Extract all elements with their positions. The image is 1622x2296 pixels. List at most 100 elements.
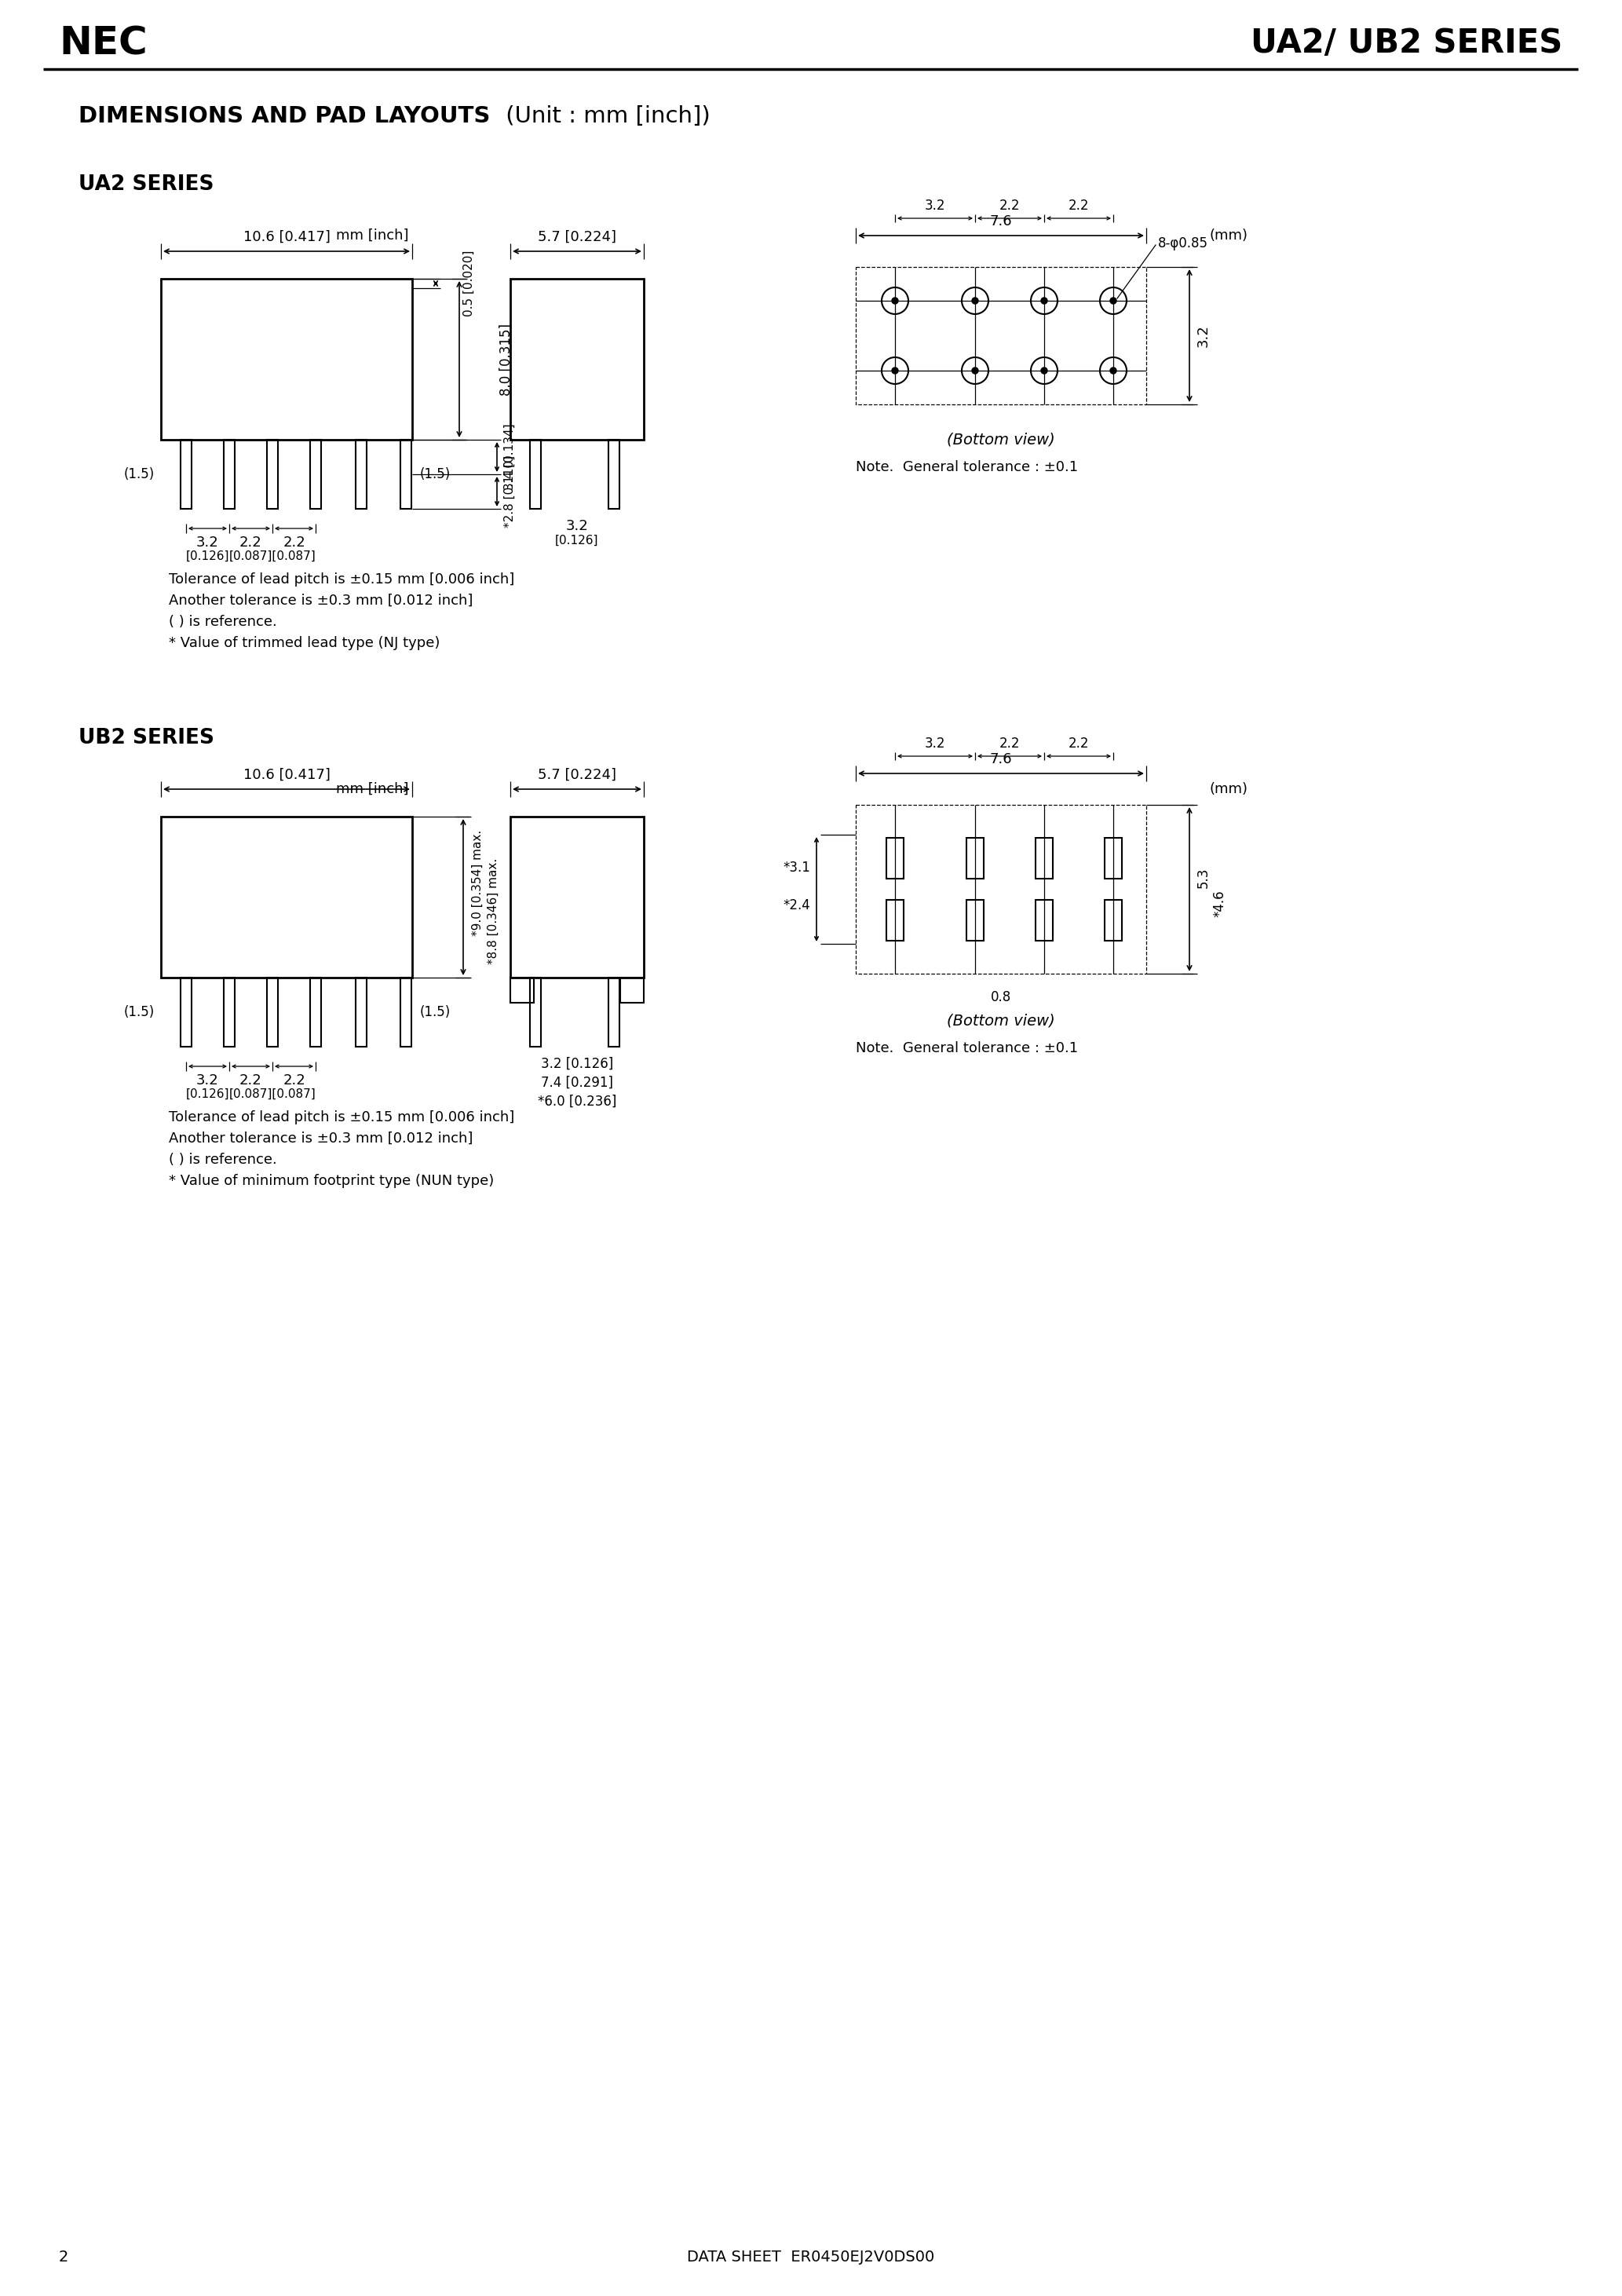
Text: mm [inch]: mm [inch] xyxy=(336,783,409,797)
Text: 10.6 [0.417]: 10.6 [0.417] xyxy=(243,767,331,783)
Text: 7.6: 7.6 xyxy=(989,214,1012,230)
Bar xyxy=(967,838,983,879)
Text: * Value of trimmed lead type (NJ type): * Value of trimmed lead type (NJ type) xyxy=(169,636,440,650)
Text: 7.6: 7.6 xyxy=(989,753,1012,767)
Text: 5.3: 5.3 xyxy=(1197,868,1210,889)
Bar xyxy=(1035,838,1053,879)
Bar xyxy=(620,978,644,1003)
Text: (1.5): (1.5) xyxy=(123,466,154,482)
Text: ( ) is reference.: ( ) is reference. xyxy=(169,615,277,629)
Text: [0.126]: [0.126] xyxy=(187,551,229,563)
Bar xyxy=(530,978,540,1047)
Text: 5.7 [0.224]: 5.7 [0.224] xyxy=(539,230,616,243)
Bar xyxy=(224,978,235,1047)
Text: [0.126]: [0.126] xyxy=(187,1088,229,1100)
Text: 2.2: 2.2 xyxy=(999,737,1020,751)
Text: Tolerance of lead pitch is ±0.15 mm [0.006 inch]: Tolerance of lead pitch is ±0.15 mm [0.0… xyxy=(169,1111,514,1125)
Text: ( ) is reference.: ( ) is reference. xyxy=(169,1153,277,1166)
Bar xyxy=(608,441,620,510)
Text: 8.0 [0.315]: 8.0 [0.315] xyxy=(500,324,514,395)
Bar xyxy=(886,838,903,879)
Text: UA2 SERIES: UA2 SERIES xyxy=(78,174,214,195)
Text: Another tolerance is ±0.3 mm [0.012 inch]: Another tolerance is ±0.3 mm [0.012 inch… xyxy=(169,1132,474,1146)
Bar xyxy=(856,806,1147,974)
Text: *3.1: *3.1 xyxy=(783,861,811,875)
Circle shape xyxy=(972,367,978,374)
Circle shape xyxy=(1041,298,1048,303)
Circle shape xyxy=(972,298,978,303)
Text: 3.2: 3.2 xyxy=(196,535,219,549)
Text: Note.  General tolerance : ±0.1: Note. General tolerance : ±0.1 xyxy=(856,1040,1079,1056)
Circle shape xyxy=(1041,367,1048,374)
Text: (1.5): (1.5) xyxy=(420,1006,451,1019)
Bar xyxy=(310,441,321,510)
Circle shape xyxy=(892,298,899,303)
Bar xyxy=(268,978,277,1047)
Text: *2.8 [0.110]: *2.8 [0.110] xyxy=(504,455,516,528)
Text: (1.5): (1.5) xyxy=(420,466,451,482)
Text: *4.6: *4.6 xyxy=(1212,891,1226,916)
Text: 3.2: 3.2 xyxy=(925,737,946,751)
Bar xyxy=(180,441,191,510)
Text: 3.2: 3.2 xyxy=(566,519,589,533)
Bar xyxy=(180,978,191,1047)
Text: 5.7 [0.224]: 5.7 [0.224] xyxy=(539,767,616,783)
Text: 2: 2 xyxy=(58,2250,68,2264)
Text: 2.2: 2.2 xyxy=(240,1075,263,1088)
Text: 3.2 [0.126]: 3.2 [0.126] xyxy=(540,1056,613,1070)
Bar xyxy=(608,978,620,1047)
Text: [0.126]: [0.126] xyxy=(555,535,599,546)
Text: 2.2: 2.2 xyxy=(1069,200,1088,214)
Text: UA2/ UB2 SERIES: UA2/ UB2 SERIES xyxy=(1251,28,1562,60)
Circle shape xyxy=(1109,298,1116,303)
Bar xyxy=(355,441,367,510)
Bar xyxy=(886,900,903,941)
Bar xyxy=(1105,900,1122,941)
Text: mm [inch]: mm [inch] xyxy=(336,230,409,243)
Text: *6.0 [0.236]: *6.0 [0.236] xyxy=(537,1095,616,1109)
Bar xyxy=(310,978,321,1047)
Text: * Value of minimum footprint type (NUN type): * Value of minimum footprint type (NUN t… xyxy=(169,1173,495,1187)
Text: 2.2: 2.2 xyxy=(1069,737,1088,751)
Text: 2.2: 2.2 xyxy=(999,200,1020,214)
Text: 3.2: 3.2 xyxy=(1197,324,1210,347)
Text: 0.5 [0.020]: 0.5 [0.020] xyxy=(462,250,475,317)
Text: (Unit : mm [inch]): (Unit : mm [inch]) xyxy=(498,106,710,126)
Text: (mm): (mm) xyxy=(1210,783,1249,797)
Text: Note.  General tolerance : ±0.1: Note. General tolerance : ±0.1 xyxy=(856,459,1079,475)
Circle shape xyxy=(892,367,899,374)
Text: DIMENSIONS AND PAD LAYOUTS: DIMENSIONS AND PAD LAYOUTS xyxy=(78,106,490,126)
Text: Another tolerance is ±0.3 mm [0.012 inch]: Another tolerance is ±0.3 mm [0.012 inch… xyxy=(169,595,474,608)
Text: *2.4: *2.4 xyxy=(783,898,811,914)
Bar xyxy=(967,900,983,941)
Bar xyxy=(401,978,412,1047)
Text: UB2 SERIES: UB2 SERIES xyxy=(78,728,214,748)
Text: *8.8 [0.346] max.: *8.8 [0.346] max. xyxy=(487,859,500,964)
Bar xyxy=(161,278,412,441)
Text: DATA SHEET  ER0450EJ2V0DS00: DATA SHEET ER0450EJ2V0DS00 xyxy=(688,2250,934,2264)
Bar xyxy=(511,278,644,441)
Text: (1.5): (1.5) xyxy=(123,1006,154,1019)
Text: [0.087][0.087]: [0.087][0.087] xyxy=(229,551,316,563)
Circle shape xyxy=(1109,367,1116,374)
Text: 3.2: 3.2 xyxy=(925,200,946,214)
Text: 2.2: 2.2 xyxy=(282,1075,305,1088)
Text: 2.2: 2.2 xyxy=(282,535,305,549)
Text: [0.087][0.087]: [0.087][0.087] xyxy=(229,1088,316,1100)
Bar xyxy=(1105,838,1122,879)
Text: 7.4 [0.291]: 7.4 [0.291] xyxy=(540,1077,613,1091)
Text: 2.2: 2.2 xyxy=(240,535,263,549)
Text: NEC: NEC xyxy=(58,25,148,62)
Bar xyxy=(224,441,235,510)
Bar xyxy=(161,817,412,978)
Text: (Bottom view): (Bottom view) xyxy=(947,1013,1054,1029)
Text: (Bottom view): (Bottom view) xyxy=(947,432,1054,448)
Text: 3.2: 3.2 xyxy=(196,1075,219,1088)
Bar xyxy=(355,978,367,1047)
Bar xyxy=(511,978,534,1003)
Bar xyxy=(511,817,644,978)
Text: Tolerance of lead pitch is ±0.15 mm [0.006 inch]: Tolerance of lead pitch is ±0.15 mm [0.0… xyxy=(169,572,514,585)
Text: *9.0 [0.354] max.: *9.0 [0.354] max. xyxy=(472,829,483,937)
Text: 0.8: 0.8 xyxy=(991,990,1011,1003)
Bar xyxy=(401,441,412,510)
